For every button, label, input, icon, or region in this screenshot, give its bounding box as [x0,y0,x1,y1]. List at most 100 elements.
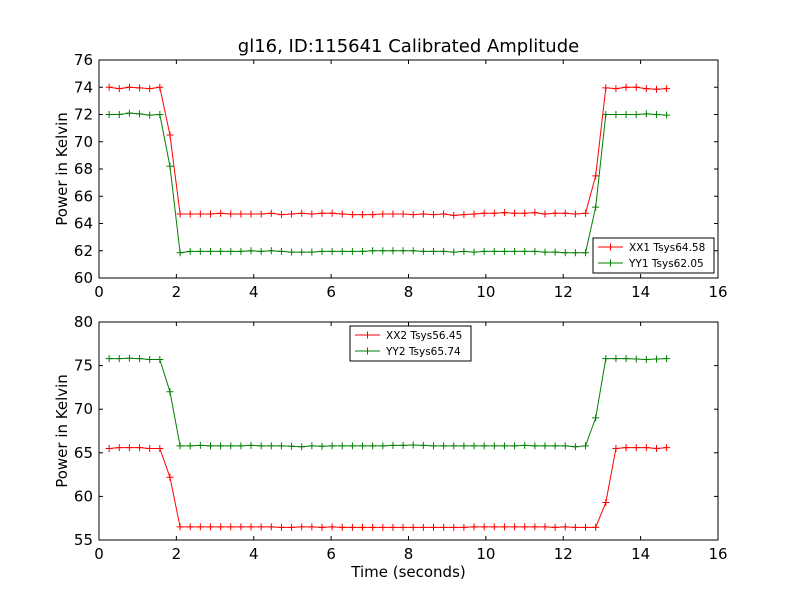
data-point-marker [642,355,650,363]
y-tick-label: 60 [74,269,93,287]
x-tick-label: 6 [326,545,336,563]
data-point-marker [359,442,367,450]
data-point-marker [571,443,579,451]
x-tick-label: 14 [631,545,650,563]
data-point-marker [409,441,417,449]
y-tick-label: 62 [74,242,93,260]
data-point-marker [521,523,529,531]
data-point-marker [551,442,559,450]
data-point-marker [115,355,123,363]
data-point-marker [146,355,154,363]
data-point-marker [176,442,184,450]
data-point-marker [541,248,549,256]
data-point-marker [561,523,569,531]
data-point-marker [399,247,407,255]
data-point-marker [196,523,204,531]
data-point-marker [612,355,620,363]
data-point-marker [409,211,417,219]
y-axis-label: Power in Kelvin [53,112,71,226]
data-point-marker [277,211,285,219]
data-point-marker [551,523,559,531]
data-point-marker [399,441,407,449]
data-point-marker [105,355,113,363]
series-1 [105,109,671,257]
data-point-marker [338,247,346,255]
y-tick-label: 65 [74,444,93,462]
data-point-marker [531,442,539,450]
y-tick-label: 74 [74,78,93,96]
data-point-marker [500,209,508,217]
legend-swatch-marker [607,243,614,251]
data-point-marker [298,443,306,451]
data-point-marker [612,85,620,93]
data-point-marker [176,249,184,257]
data-point-marker [592,203,600,211]
data-point-marker [257,523,265,531]
data-point-marker [652,444,660,452]
data-point-marker [359,523,367,531]
data-point-marker [206,210,214,218]
data-point-marker [338,523,346,531]
data-point-marker [429,211,437,219]
legend-box [349,325,472,362]
legend-box [592,237,715,274]
data-point-marker [450,248,458,256]
data-point-marker [541,442,549,450]
data-point-marker [166,388,174,396]
data-point-marker [136,355,144,363]
data-point-marker [531,209,539,217]
x-tick-label: 2 [172,283,182,301]
data-point-marker [561,249,569,257]
data-point-marker [440,442,448,450]
data-point-marker [196,441,204,449]
data-point-marker [186,442,194,450]
data-point-marker [379,442,387,450]
data-point-marker [156,444,164,452]
data-point-marker [288,248,296,256]
data-point-marker [267,247,275,255]
data-point-marker [480,442,488,450]
data-point-marker [379,523,387,531]
x-tick-label: 8 [404,283,414,301]
legend-entry-label: YY2 Tsys65.74 [385,346,461,358]
data-point-marker [298,209,306,217]
x-axis-label: Time (seconds) [350,563,466,581]
data-point-marker [318,523,326,531]
data-point-marker [115,444,123,452]
legend-swatch-marker [364,331,371,339]
data-point-marker [460,247,468,255]
data-point-marker [105,111,113,118]
y-tick-label: 75 [74,357,93,375]
data-point-marker [166,131,174,139]
data-point-marker [652,355,660,363]
data-point-marker [379,210,387,218]
data-point-marker [369,523,377,531]
data-point-marker [369,211,377,219]
data-point-marker [247,210,255,218]
data-point-marker [318,247,326,255]
data-point-marker [663,444,671,452]
data-point-marker [146,111,154,119]
data-point-marker [592,523,600,531]
data-point-marker [511,209,519,217]
data-point-marker [602,355,610,363]
data-point-marker [196,247,204,255]
data-point-marker [267,523,275,531]
series-0 [105,444,671,531]
data-point-marker [470,523,478,531]
data-point-marker [632,111,640,118]
data-point-marker [470,442,478,450]
data-point-marker [247,247,255,255]
data-point-marker [571,523,579,531]
data-point-marker [196,210,204,218]
data-point-marker [389,441,397,449]
data-point-marker [429,442,437,450]
data-point-marker [470,210,478,218]
data-point-marker [348,247,356,255]
y-axis-label: Power in Kelvin [53,374,71,488]
y-tick-label: 60 [74,487,93,505]
data-point-marker [277,523,285,531]
data-point-marker [571,210,579,218]
data-point-marker [237,247,245,255]
